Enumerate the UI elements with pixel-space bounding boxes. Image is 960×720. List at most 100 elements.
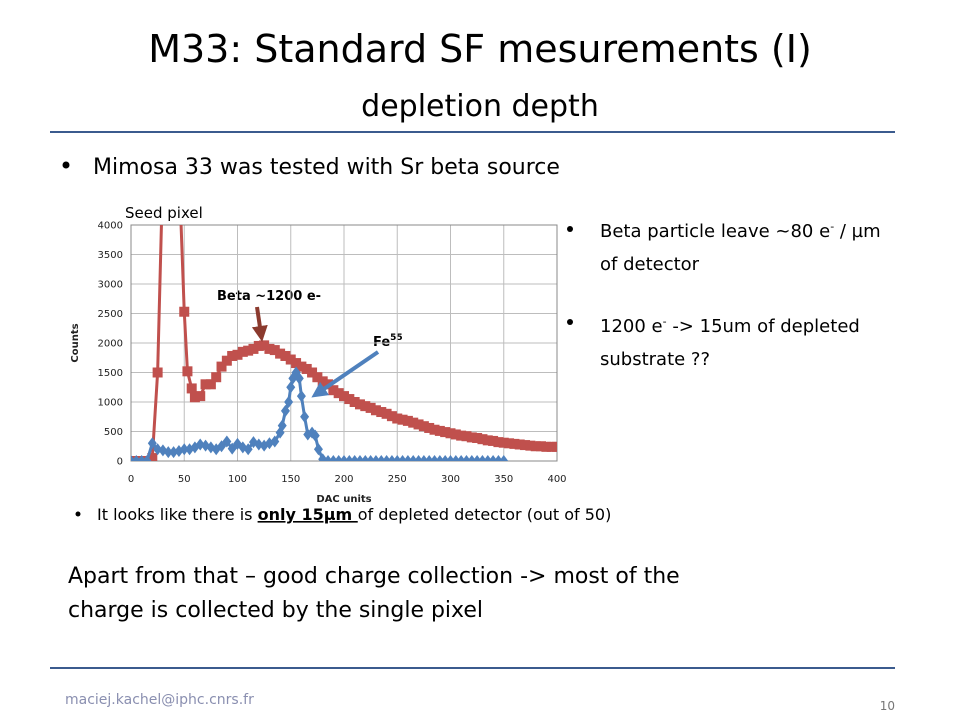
bullet-text: substrate ?? [600,349,710,370]
data-point [360,401,371,412]
data-point [488,435,499,446]
bullet-text: 1200 e- -> 15um of depleted [600,315,860,337]
y-tick-label: 3500 [98,250,123,261]
x-tick-label: 200 [334,474,353,485]
data-point [285,354,296,365]
data-point [294,372,304,385]
data-point [424,422,435,433]
annotation: Beta ~1200 e- [217,289,321,304]
x-tick-label: 350 [494,474,513,485]
text: of depleted detector (out of 50) [358,505,612,524]
text: 1200 e [600,316,663,337]
data-point [147,437,157,450]
data-point [253,340,264,351]
data-point [429,424,440,435]
data-point [227,350,238,361]
y-axis-label: Counts [70,323,81,362]
data-point [310,429,320,442]
data-point [300,410,310,423]
data-point [221,355,232,366]
data-point [461,431,472,442]
data-point [301,363,312,374]
y-tick-label: 2500 [98,309,123,320]
data-point [243,345,254,356]
y-tick-label: 1500 [98,368,123,379]
x-tick-label: 400 [547,474,566,485]
data-point [313,443,323,456]
bullet-text: Mimosa 33 was tested with Sr beta source [93,155,560,180]
data-point [552,441,557,452]
data-point [450,429,461,440]
data-point [520,440,531,451]
data-point [546,441,557,452]
bullet-dot [62,161,70,169]
bullet-text: Beta particle leave ~80 e- / µm [600,220,881,242]
data-point [147,453,158,461]
y-tick-label: 1000 [98,398,123,409]
data-point [493,437,504,448]
paragraph-line: charge is collected by the single pixel [68,598,483,623]
text: It looks like there is [97,505,258,524]
y-tick-label: 3000 [98,280,123,291]
data-point [376,407,387,418]
data-point [392,413,403,424]
data-point [413,419,424,430]
superscript: - [663,315,667,328]
data-point [270,435,280,448]
data-point [186,383,197,394]
data-point [434,425,445,436]
x-tick-label: 250 [388,474,407,485]
page-number: 10 [880,699,895,713]
data-point [477,434,488,445]
data-point [365,402,376,413]
data-point [195,391,206,402]
bullet-dot [75,511,81,517]
arrow [251,306,268,342]
data-point [536,441,547,452]
data-point [498,437,509,448]
data-point [482,435,493,446]
data-point [472,432,483,443]
data-point [216,361,227,372]
slide-subtitle: depletion depth [361,89,599,124]
data-point [259,340,270,351]
superscript: 55 [390,333,403,343]
x-tick-label: 50 [178,474,191,485]
data-point [269,345,280,356]
data-point [354,399,365,410]
data-point [296,390,306,403]
data-point [509,438,520,449]
y-tick-label: 500 [104,427,123,438]
x-tick-label: 300 [441,474,460,485]
data-point [466,432,477,443]
data-point [349,397,360,407]
data-point [232,349,243,360]
data-point [280,350,291,361]
bullet-dot [567,319,573,325]
data-point [264,343,275,354]
chart: DAC units Counts Seed pixel Beta ~1200 e… [70,204,567,505]
data-point [248,343,259,354]
data-point [189,392,200,403]
data-point [541,441,552,452]
x-tick-label: 150 [281,474,300,485]
bullet-text: of detector [600,254,700,275]
data-point [163,446,173,459]
data-point [152,367,163,378]
data-point [402,415,413,426]
data-point [499,455,509,461]
text: / µm [834,221,881,242]
text: -> 15um of depleted [667,316,860,337]
data-point [440,427,451,438]
text: Beta particle leave ~80 e [600,221,830,242]
data-point [344,394,355,405]
data-point [142,455,152,461]
data-point [179,306,190,317]
data-point [370,405,381,416]
plot-area [131,225,557,461]
data-point [211,372,222,383]
annotation: Seed pixel [125,204,203,222]
bullet-text: It looks like there is only 15µm of depl… [97,505,611,524]
data-point [397,414,408,425]
